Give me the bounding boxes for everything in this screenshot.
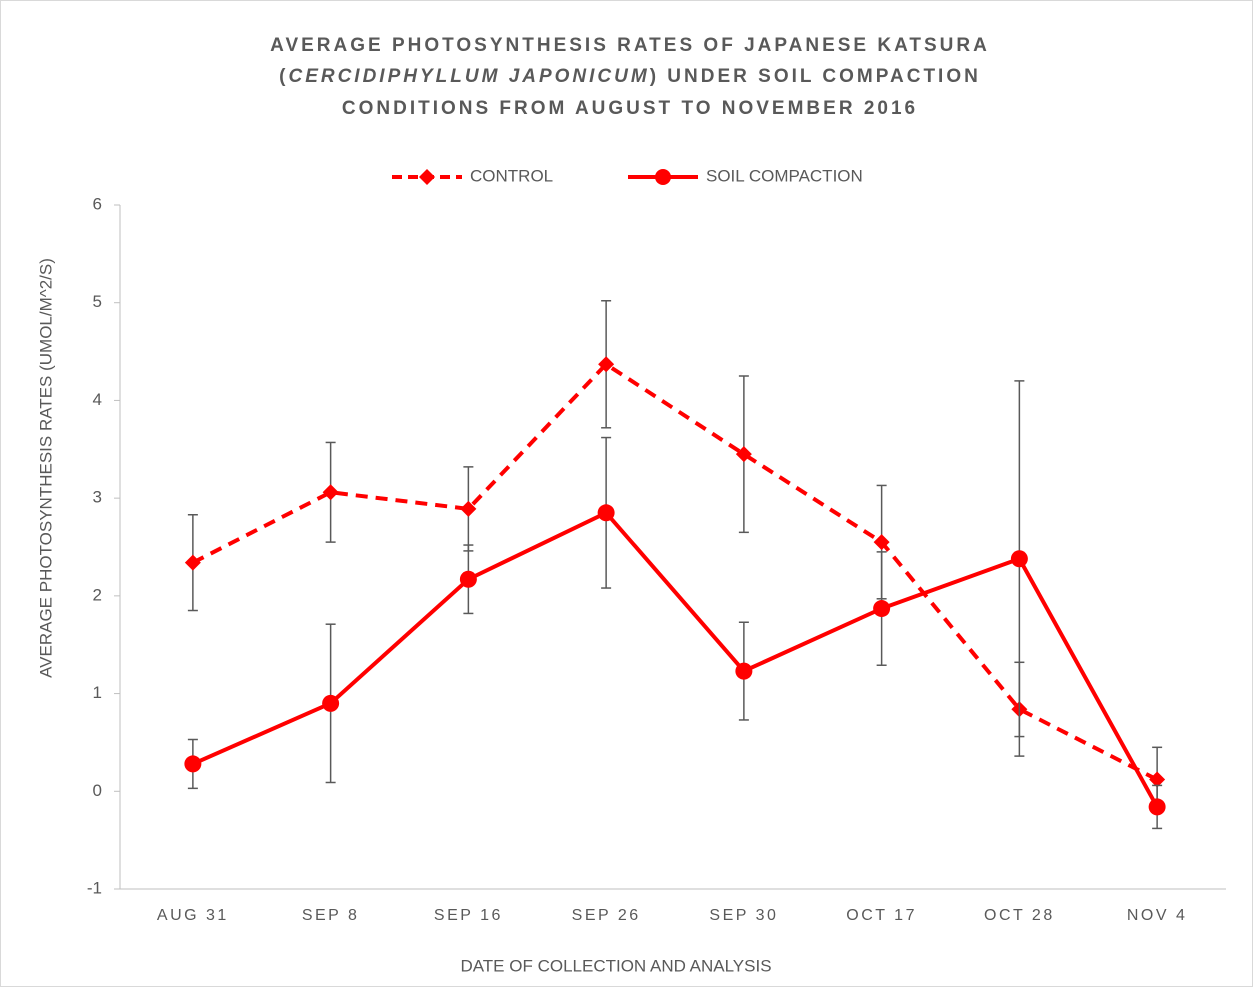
x-tick-label: SEP 8 bbox=[302, 907, 360, 924]
chart-title: (CERCIDIPHYLLUM JAPONICUM) UNDER SOIL CO… bbox=[279, 66, 981, 87]
point bbox=[735, 662, 753, 680]
point bbox=[322, 484, 339, 501]
y-tick-label: 3 bbox=[93, 488, 102, 507]
point bbox=[598, 356, 615, 373]
y-tick-label: -1 bbox=[87, 878, 102, 897]
series-line bbox=[192, 510, 1159, 808]
y-tick-label: 5 bbox=[93, 292, 102, 311]
x-tick-label: AUG 31 bbox=[157, 907, 229, 924]
point bbox=[597, 504, 615, 522]
y-tick-label: 4 bbox=[93, 390, 102, 409]
point bbox=[322, 694, 340, 712]
legend-label: SOIL COMPACTION bbox=[706, 166, 863, 185]
point bbox=[459, 570, 477, 588]
legend-marker bbox=[419, 169, 435, 185]
y-tick-label: 2 bbox=[93, 585, 102, 604]
point bbox=[184, 554, 201, 571]
x-tick-label: OCT 17 bbox=[846, 907, 917, 924]
y-tick-label: 6 bbox=[93, 194, 102, 213]
point bbox=[460, 500, 477, 517]
legend-label: CONTROL bbox=[470, 166, 553, 185]
y-tick-label: 1 bbox=[93, 683, 102, 702]
x-axis-label: DATE OF COLLECTION AND ANALYSIS bbox=[460, 956, 771, 975]
x-tick-label: NOV 4 bbox=[1127, 907, 1188, 924]
y-axis-label: AVERAGE PHOTOSYNTHESIS RATES (UMOL/M^2/S… bbox=[36, 258, 55, 678]
point bbox=[735, 446, 752, 463]
point bbox=[1149, 771, 1166, 788]
x-tick-label: SEP 30 bbox=[709, 907, 778, 924]
x-tick-label: OCT 28 bbox=[984, 907, 1055, 924]
x-tick-label: SEP 26 bbox=[572, 907, 641, 924]
title-part: ( bbox=[279, 66, 288, 87]
title-part: CERCIDIPHYLLUM JAPONICUM bbox=[288, 66, 649, 87]
point bbox=[1148, 798, 1166, 816]
chart-title: AVERAGE PHOTOSYNTHESIS RATES OF JAPANESE… bbox=[270, 35, 990, 56]
point bbox=[873, 600, 891, 618]
point bbox=[1010, 550, 1028, 568]
y-tick-label: 0 bbox=[93, 781, 102, 800]
chart-title: CONDITIONS FROM AUGUST TO NOVEMBER 2016 bbox=[342, 98, 918, 119]
title-part: ) UNDER SOIL COMPACTION bbox=[650, 66, 981, 87]
x-tick-label: SEP 16 bbox=[434, 907, 503, 924]
series-line bbox=[191, 361, 1159, 782]
point bbox=[184, 755, 202, 773]
point bbox=[873, 534, 890, 551]
legend-marker bbox=[655, 169, 671, 185]
